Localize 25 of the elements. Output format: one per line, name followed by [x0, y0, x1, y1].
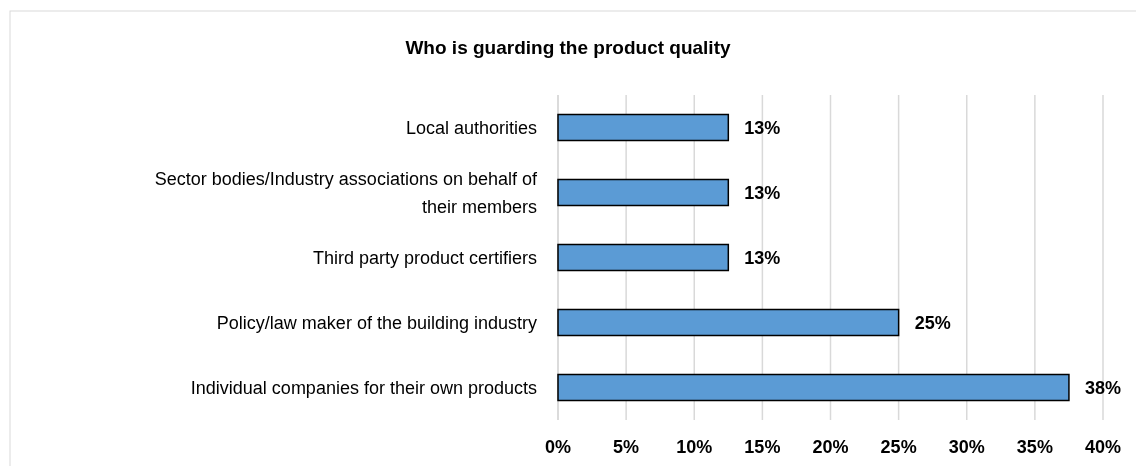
- x-tick-label: 10%: [676, 437, 713, 458]
- data-label: 13%: [744, 117, 781, 138]
- y-tick-label: Policy/law maker of the building industry: [216, 312, 537, 333]
- bar: [557, 113, 730, 142]
- x-tick-label: 40%: [1084, 437, 1122, 458]
- bar: [557, 243, 730, 272]
- x-tick-label: 15%: [744, 437, 781, 458]
- y-tick-label: Sector bodies/Industry associations on behalf of their members: [154, 168, 538, 217]
- data-label: 13%: [744, 247, 781, 268]
- x-tick-label: 0%: [544, 437, 572, 458]
- data-label: 13%: [744, 182, 781, 203]
- y-tick-label: Local authorities: [405, 117, 537, 138]
- x-tick-label: 25%: [880, 437, 917, 458]
- y-tick-label: Individual companies for their own products: [190, 377, 537, 398]
- bar: [557, 178, 730, 207]
- x-tick-label: 35%: [1016, 437, 1053, 458]
- x-tick-label: 20%: [812, 437, 849, 458]
- x-tick-label: 5%: [613, 437, 640, 458]
- x-tick-label: 30%: [948, 437, 985, 458]
- chart-title: Who is guarding the product quality: [405, 36, 731, 58]
- data-label: 25%: [914, 312, 951, 333]
- data-label: 38%: [1084, 377, 1121, 398]
- bar: [557, 308, 900, 337]
- y-tick-label: Third party product certifiers: [312, 247, 537, 268]
- bar: [557, 373, 1070, 402]
